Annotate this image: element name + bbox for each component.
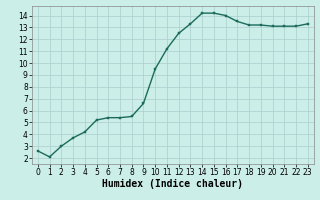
X-axis label: Humidex (Indice chaleur): Humidex (Indice chaleur) [102, 179, 243, 189]
